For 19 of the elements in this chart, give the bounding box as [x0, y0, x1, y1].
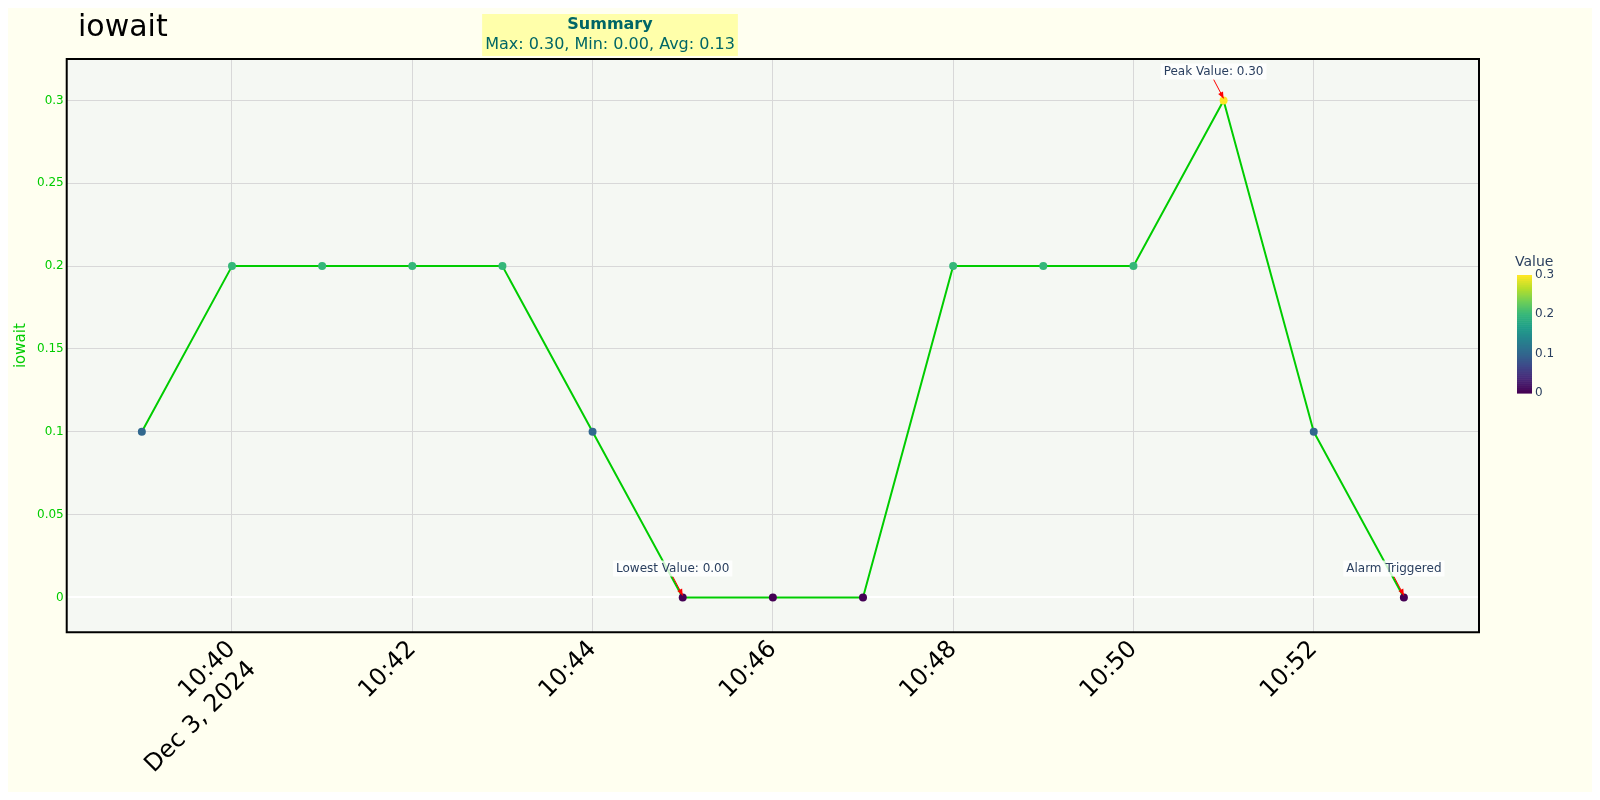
y-tick-label: 0.2: [44, 258, 64, 273]
y-tick-label: 0: [56, 589, 64, 604]
color-bar-label: 0: [1535, 385, 1543, 400]
annotation: Peak Value: 0.30: [1163, 63, 1264, 78]
text: Summary: [567, 14, 654, 34]
color-bar-label: 0.2: [1535, 306, 1555, 321]
color-bar-label: 0.3: [1535, 267, 1555, 282]
y-tick-label: 0.05: [37, 506, 64, 521]
chart-title: iowait: [78, 7, 168, 43]
annotation: Lowest Value: 0.00: [616, 560, 730, 575]
color-bar-label: 0.1: [1535, 345, 1555, 360]
y-tick-label: 0.15: [37, 341, 64, 356]
y-tick-label: 0.3: [44, 92, 64, 107]
y-tick-label: 0.25: [37, 175, 64, 190]
y-axis-title: iowait: [10, 323, 29, 369]
annotation: Alarm Triggered: [1346, 560, 1442, 575]
y-tick-label: 0.1: [44, 423, 64, 438]
text: Max: 0.30, Min: 0.00, Avg: 0.13: [485, 34, 735, 54]
color-bar-title: Value: [1515, 252, 1554, 269]
